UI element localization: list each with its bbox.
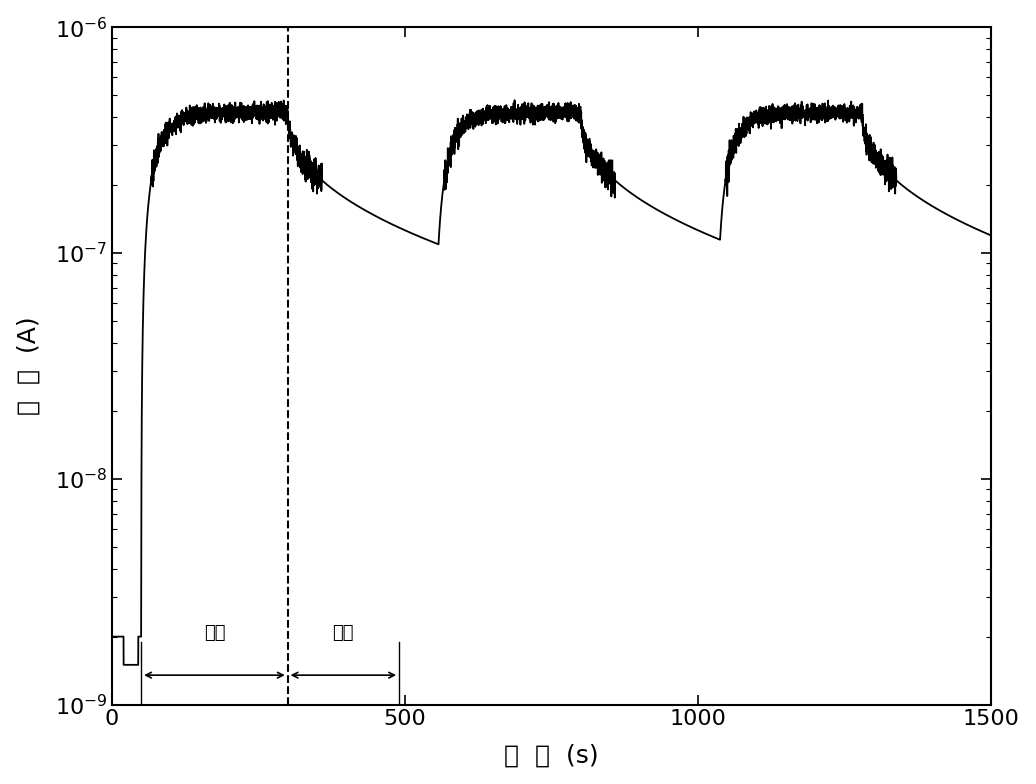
Text: 光照: 光照 [204,623,225,641]
X-axis label: 时  间  (s): 时 间 (s) [505,743,599,768]
Text: 黑暗: 黑暗 [333,623,354,641]
Y-axis label: 电  流  (A): 电 流 (A) [17,317,40,416]
